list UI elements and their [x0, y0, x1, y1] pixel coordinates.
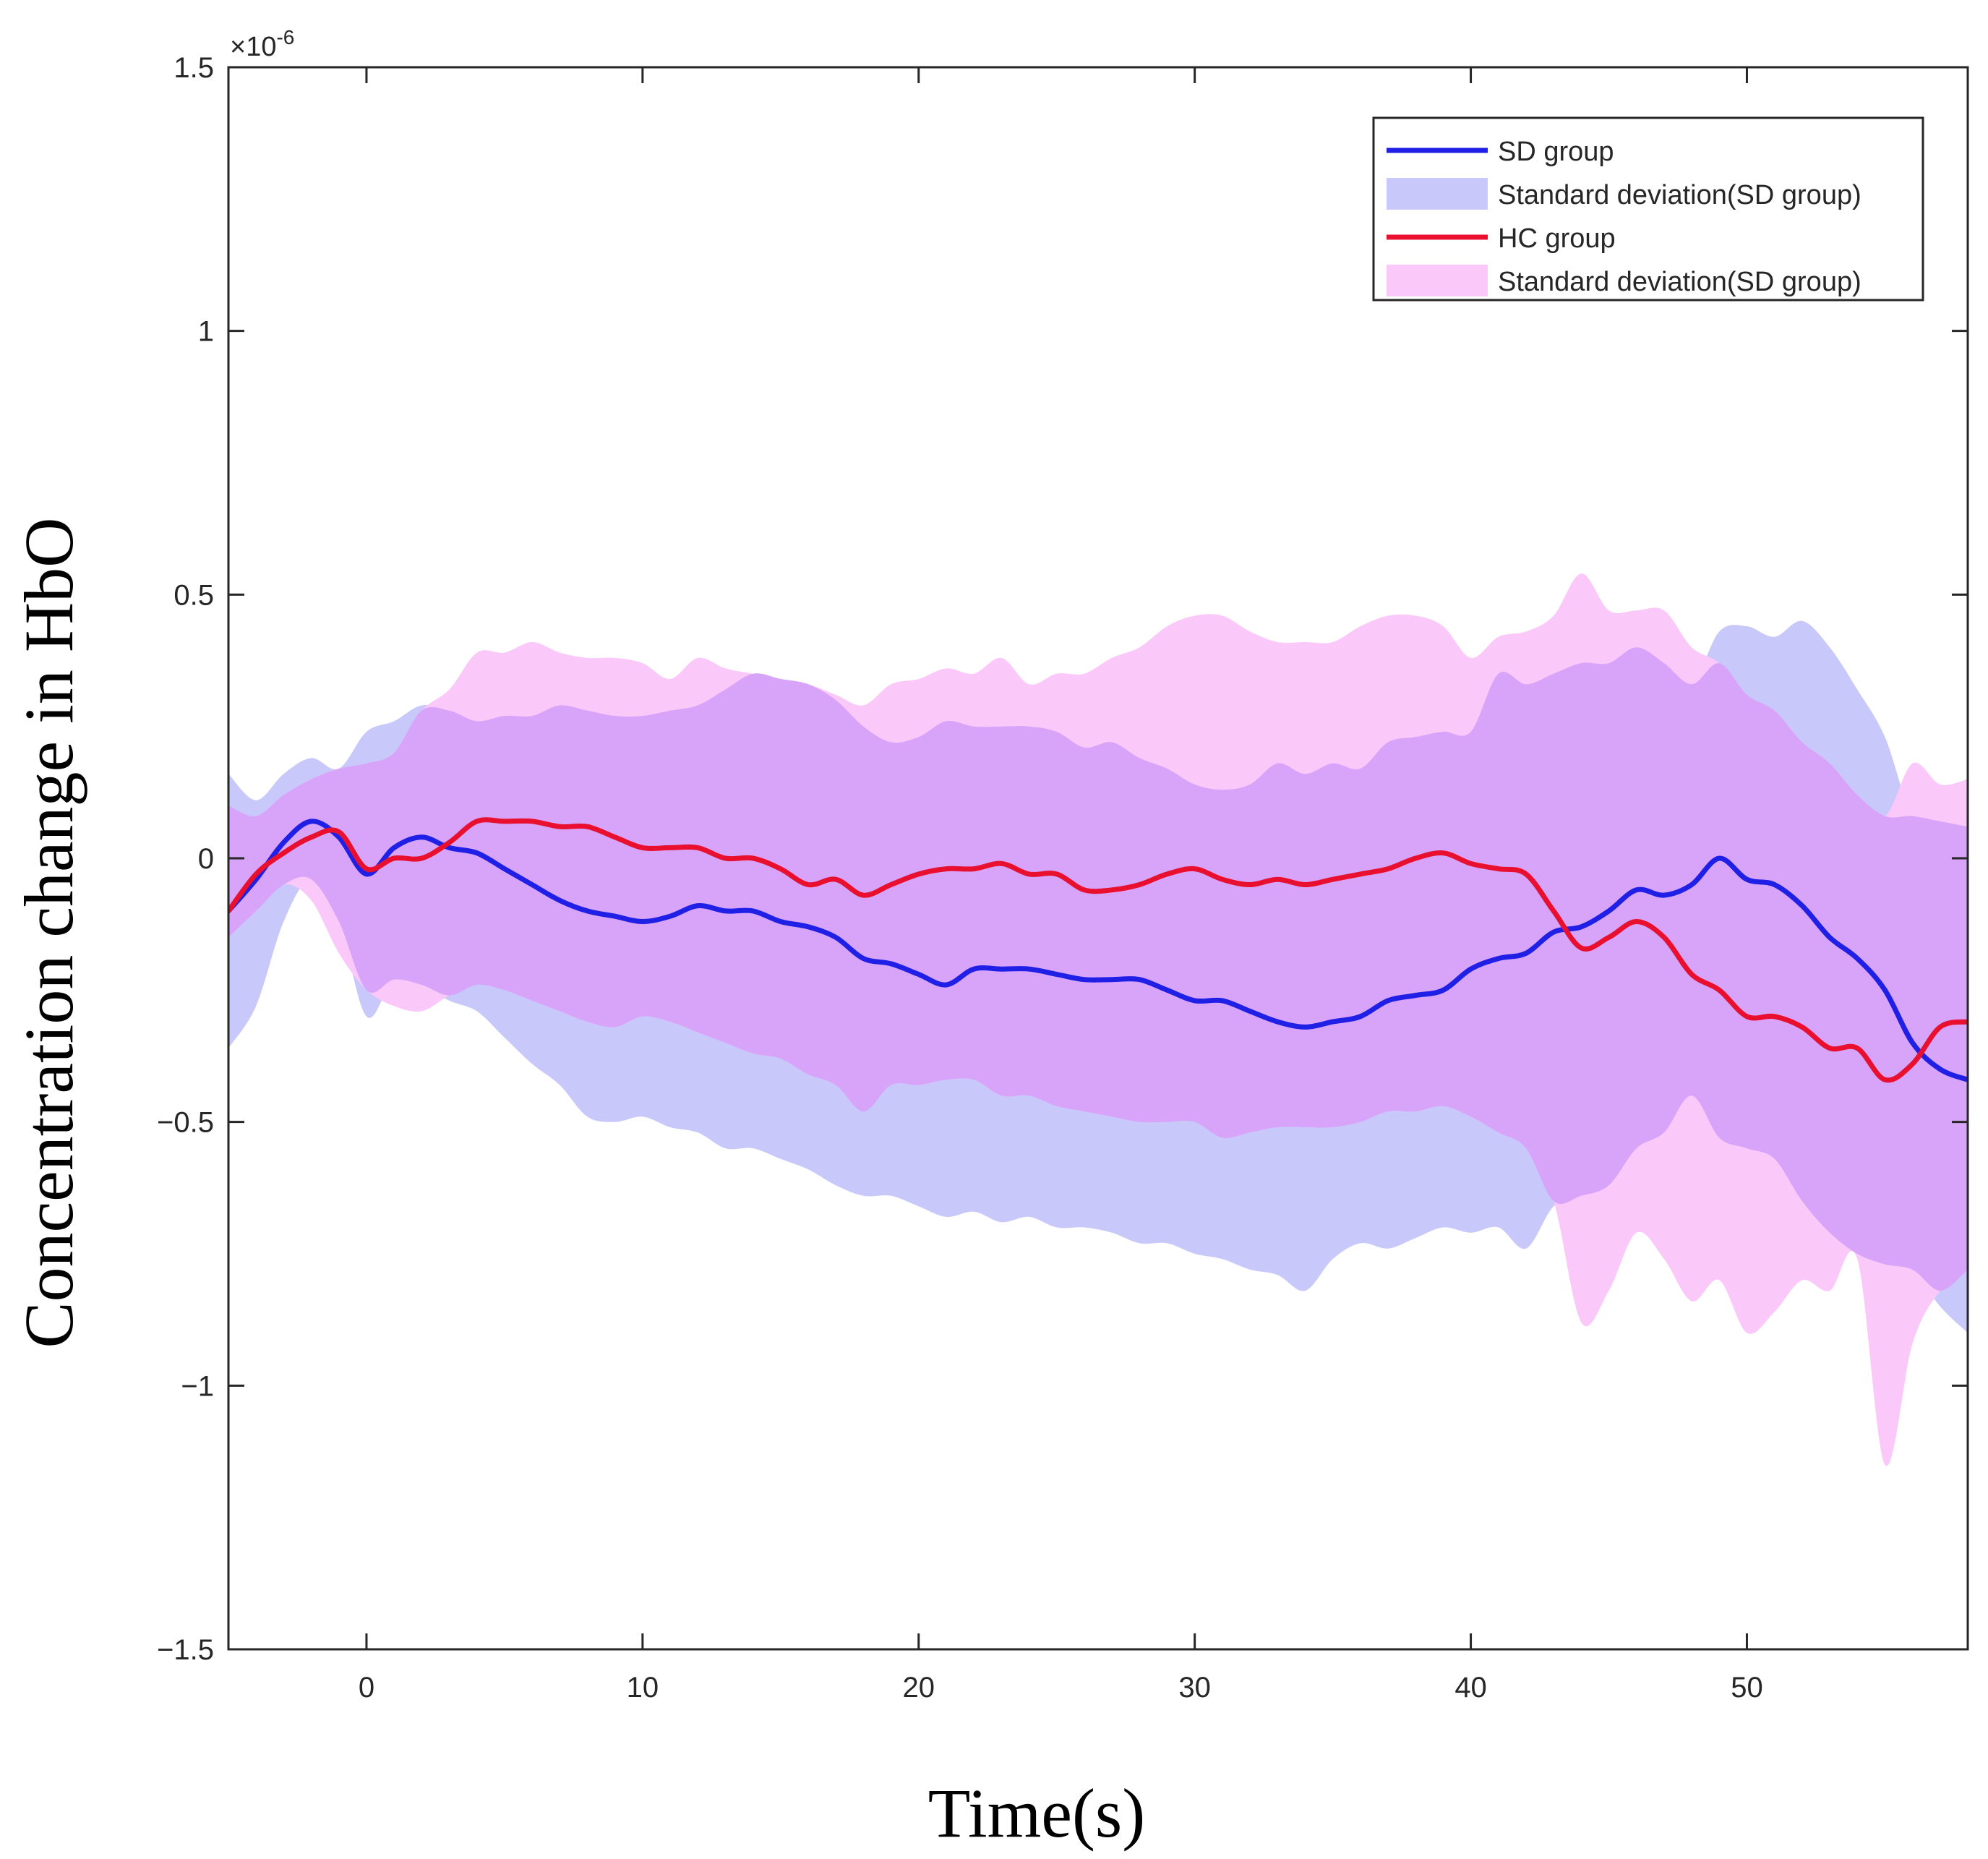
legend-label: Standard deviation(SD group) [1498, 267, 1861, 297]
y-tick-label: −1 [181, 1370, 214, 1402]
x-tick-label: 30 [1178, 1672, 1211, 1704]
std-bands [228, 573, 1968, 1466]
y-tick-label: 1 [198, 316, 214, 348]
legend-label: HC group [1498, 223, 1616, 254]
x-tick-label: 0 [359, 1672, 374, 1704]
y-exponent-label: ×10-6 [230, 26, 294, 62]
hc-group-line [228, 817, 1968, 1083]
legend-label: SD group [1498, 137, 1614, 167]
axis-ticks: 0 10 20 30 40 50 −1.5 −1 −0.5 0 0.5 1 1.5 [157, 52, 1968, 1704]
mean-lines [228, 817, 1968, 1083]
x-tick-label: 40 [1454, 1672, 1487, 1704]
x-tick-label: 20 [903, 1672, 935, 1704]
y-tick-label: 1.5 [173, 52, 214, 84]
overlap-std-band [228, 647, 1968, 1291]
y-tick-label: −1.5 [157, 1634, 214, 1666]
legend-patch-swatch [1387, 265, 1488, 296]
y-axis-title: Concentration change in HbO [10, 518, 87, 1349]
y-tick-label: 0 [198, 843, 214, 875]
sd-group-line [228, 819, 1968, 1082]
x-tick-label: 10 [627, 1672, 659, 1704]
x-tick-label: 50 [1731, 1672, 1763, 1704]
legend-label: Standard deviation(SD group) [1498, 180, 1861, 210]
y-tick-label: 0.5 [173, 579, 214, 611]
legend: SD group Standard deviation(SD group) HC g… [1372, 116, 1924, 302]
x-axis-title: Time(s) [928, 1774, 1146, 1852]
y-tick-label: −0.5 [157, 1107, 214, 1139]
legend-patch-swatch [1387, 178, 1488, 210]
